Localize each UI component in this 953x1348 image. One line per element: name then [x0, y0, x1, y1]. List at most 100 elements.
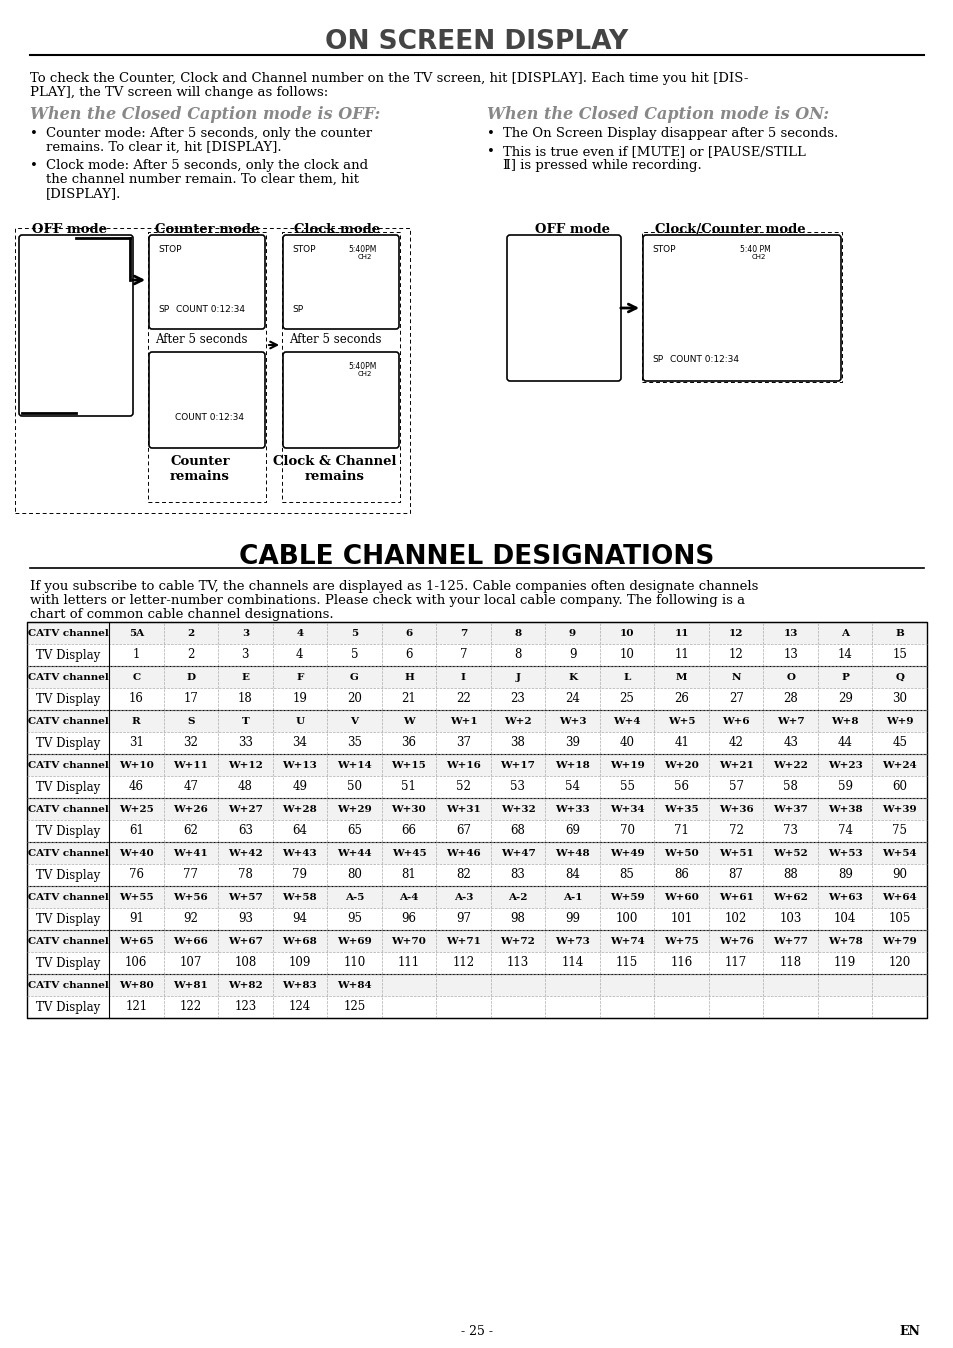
Text: 95: 95 [347, 913, 361, 926]
Bar [654, 952, 708, 975]
Bar [762, 842, 817, 864]
Bar [490, 621, 545, 644]
Bar [872, 621, 926, 644]
Text: 12: 12 [728, 648, 742, 662]
Text: 103: 103 [779, 913, 801, 926]
Text: OFF mode: OFF mode [535, 222, 609, 236]
Bar [218, 621, 273, 644]
Text: 77: 77 [183, 868, 198, 882]
Text: 45: 45 [891, 736, 906, 749]
Bar [545, 886, 599, 909]
Bar [27, 798, 109, 820]
Bar [327, 732, 381, 754]
Bar [545, 996, 599, 1018]
Bar [381, 798, 436, 820]
Bar [654, 798, 708, 820]
Text: W+5: W+5 [667, 717, 695, 725]
Bar [163, 886, 218, 909]
Text: 9: 9 [568, 648, 576, 662]
Bar [436, 621, 490, 644]
Text: TV Display: TV Display [36, 736, 100, 749]
Bar [109, 952, 163, 975]
Bar [109, 842, 163, 864]
Bar [218, 754, 273, 776]
Bar [654, 754, 708, 776]
Text: TV Display: TV Display [36, 780, 100, 794]
Text: 76: 76 [129, 868, 144, 882]
Text: V: V [350, 717, 358, 725]
Bar [381, 732, 436, 754]
Bar [218, 666, 273, 687]
Bar [273, 644, 327, 666]
Text: TV Display: TV Display [36, 1000, 100, 1014]
Text: 56: 56 [674, 780, 688, 794]
Text: Clock & Channel
remains: Clock & Channel remains [273, 456, 396, 483]
Bar [27, 952, 109, 975]
Bar [872, 975, 926, 996]
Text: W+66: W+66 [173, 937, 208, 945]
Bar [545, 820, 599, 842]
Bar [599, 952, 654, 975]
Text: 97: 97 [456, 913, 471, 926]
Text: 51: 51 [401, 780, 416, 794]
Text: •: • [486, 146, 495, 158]
Text: OFF mode: OFF mode [32, 222, 107, 236]
Text: W+21: W+21 [718, 760, 753, 770]
Text: W+20: W+20 [663, 760, 699, 770]
Text: 114: 114 [560, 957, 583, 969]
Text: remains. To clear it, hit [DISPLAY].: remains. To clear it, hit [DISPLAY]. [46, 142, 281, 154]
Text: 2: 2 [187, 648, 194, 662]
Bar [490, 996, 545, 1018]
Text: 4: 4 [296, 628, 303, 638]
Bar [327, 820, 381, 842]
Bar [109, 687, 163, 710]
Text: 11: 11 [674, 628, 688, 638]
Text: G: G [350, 673, 358, 682]
Bar [654, 886, 708, 909]
Bar [708, 644, 762, 666]
Bar [817, 820, 872, 842]
Bar [762, 710, 817, 732]
Text: 37: 37 [456, 736, 471, 749]
Bar [109, 710, 163, 732]
Bar [163, 776, 218, 798]
Text: W+77: W+77 [773, 937, 807, 945]
Bar [218, 776, 273, 798]
Text: W+64: W+64 [882, 892, 916, 902]
Text: K: K [567, 673, 577, 682]
Bar [817, 644, 872, 666]
Bar [27, 710, 109, 732]
Bar [436, 975, 490, 996]
FancyBboxPatch shape [283, 235, 398, 329]
Bar [817, 732, 872, 754]
Text: W+74: W+74 [609, 937, 644, 945]
Text: 68: 68 [510, 825, 525, 837]
Bar [599, 687, 654, 710]
Bar [273, 666, 327, 687]
Text: W+36: W+36 [718, 805, 753, 813]
Bar [327, 909, 381, 930]
Bar [381, 842, 436, 864]
Bar [27, 687, 109, 710]
Text: 71: 71 [674, 825, 688, 837]
Bar [436, 842, 490, 864]
Text: 100: 100 [616, 913, 638, 926]
Text: CH2: CH2 [357, 253, 372, 260]
Bar [599, 621, 654, 644]
Text: 40: 40 [618, 736, 634, 749]
Text: 12: 12 [728, 628, 742, 638]
Text: 67: 67 [456, 825, 471, 837]
Bar [762, 930, 817, 952]
Text: 5: 5 [351, 628, 357, 638]
Text: 89: 89 [837, 868, 852, 882]
Text: 19: 19 [293, 693, 307, 705]
Text: W+63: W+63 [827, 892, 862, 902]
Bar [27, 820, 109, 842]
Bar [163, 666, 218, 687]
Bar [872, 732, 926, 754]
FancyBboxPatch shape [642, 235, 841, 381]
Bar [545, 754, 599, 776]
Text: TV Display: TV Display [36, 957, 100, 969]
Bar [872, 644, 926, 666]
Text: CATV channel: CATV channel [28, 673, 109, 682]
